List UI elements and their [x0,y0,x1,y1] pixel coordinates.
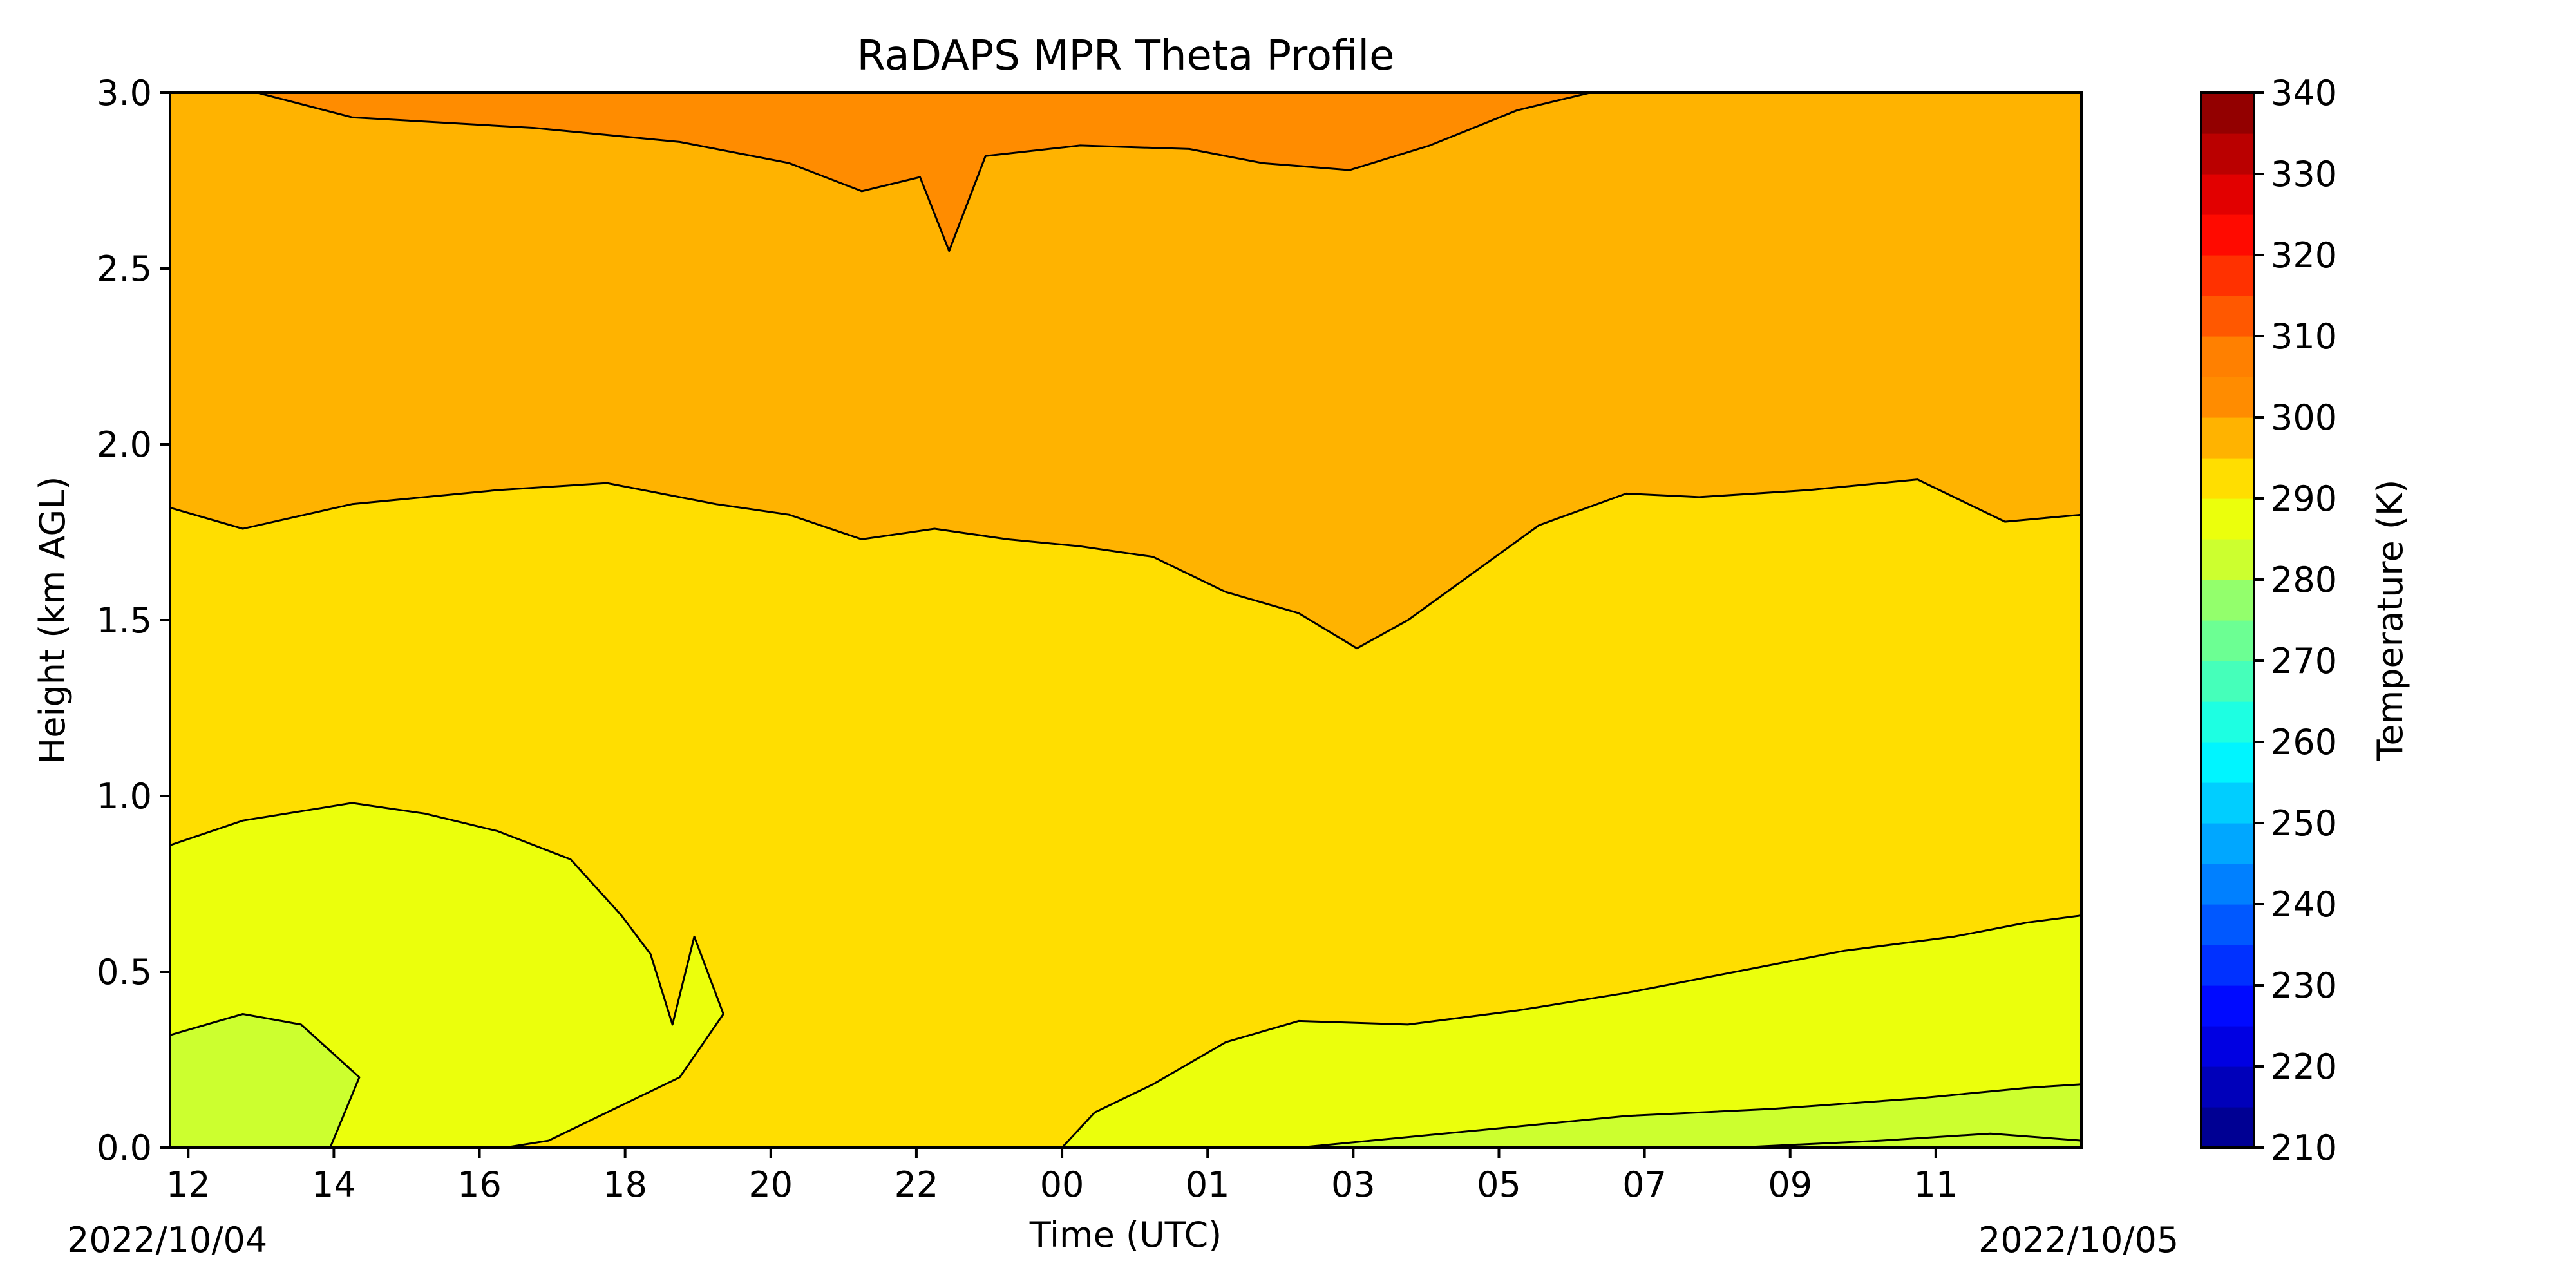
colorbar-tick-label: 300 [2271,397,2337,438]
colorbar-tick-label: 240 [2271,884,2337,925]
colorbar-segment [2201,580,2254,621]
y-tick-label: 0.0 [97,1128,152,1168]
start-date-label: 2022/10/04 [67,1220,267,1260]
y-axis-label: Height (km AGL) [32,477,73,764]
colorbar-segment [2201,661,2254,702]
x-tick-label: 09 [1768,1164,1812,1205]
colorbar-tick-label: 330 [2271,154,2337,194]
theta-contour-lines [170,93,2081,1148]
colorbar-tick-label: 220 [2271,1046,2337,1087]
contour-line-285-3 [170,1013,361,1148]
colorbar-segment [2201,296,2254,337]
colorbar-ticks: 210 220 230 240 250 260 270 280 290 300 310 320 330 3… [2254,73,2337,1168]
x-tick-label: 16 [457,1164,502,1205]
colorbar-tick-label: 310 [2271,316,2337,357]
colorbar-segment [2201,336,2254,377]
contour-line-305-0 [170,93,2081,252]
colorbar-tick-label: 230 [2271,965,2337,1006]
colorbar-segment [2201,864,2254,905]
colorbar-segment [2201,904,2254,945]
colorbar-segment [2201,823,2254,864]
colorbar-segment [2201,539,2254,580]
chart-title: RaDAPS MPR Theta Profile [857,32,1394,80]
colorbar-segment [2201,377,2254,418]
x-tick-label: 00 [1040,1164,1084,1205]
contour-line-290-2 [170,802,2081,1148]
x-tick-label: 01 [1186,1164,1230,1205]
colorbar-segment [2201,1066,2254,1108]
colorbar-tick-label: 280 [2271,560,2337,600]
theta-band-280-285-region-1 [1298,1084,2081,1148]
y-tick-label: 2.5 [97,249,152,289]
colorbar-tick-label: 340 [2271,73,2337,113]
y-tick-label: 3.0 [97,73,152,113]
colorbar [2201,93,2254,1148]
colorbar-segment [2201,214,2254,256]
x-tick-label: 12 [166,1164,211,1205]
colorbar-segment [2201,498,2254,540]
colorbar-segment [2201,133,2254,175]
colorbar-segment [2201,458,2254,499]
colorbar-tick-label: 210 [2271,1128,2337,1168]
x-tick-label: 14 [312,1164,356,1205]
y-axis-ticks: 0.0 0.5 1.0 1.5 2.0 2.5 3.0 [97,73,170,1168]
colorbar-segment [2201,701,2254,743]
colorbar-segment [2201,1026,2254,1067]
colorbar-tick-label: 250 [2271,803,2337,844]
theta-band-280-285-region-0 [170,1014,359,1148]
colorbar-tick-label: 270 [2271,641,2337,681]
colorbar-segment [2201,1107,2254,1148]
contour-line-280-5 [1735,1132,2081,1148]
end-date-label: 2022/10/05 [1978,1220,2179,1260]
x-axis-ticks: 12 14 16 18 20 22 00 01 03 05 07 09 11 [166,1148,1958,1205]
colorbar-segment [2201,782,2254,824]
colorbar-tick-label: 290 [2271,478,2337,519]
x-tick-label: 11 [1914,1164,1958,1205]
colorbar-segment [2201,417,2254,459]
colorbar-segment [2201,985,2254,1027]
x-tick-label: 03 [1331,1164,1376,1205]
y-tick-label: 2.0 [97,424,152,465]
x-tick-label: 22 [895,1164,939,1205]
contour-line-285-4 [1298,1083,2081,1148]
colorbar-frame [2200,91,2255,1149]
colorbar-segment [2201,93,2254,134]
colorbar-segment [2201,945,2254,986]
theta-filled-contours [170,93,2081,1148]
colorbar-tick-label: 260 [2271,722,2337,762]
x-tick-label: 05 [1477,1164,1521,1205]
colorbar-segment [2201,174,2254,215]
colorbar-segment [2201,620,2254,661]
colorbar-tick-label: 320 [2271,235,2337,276]
contour-line-300-1 [170,478,2081,650]
colorbar-segment [2201,255,2254,296]
x-tick-label: 20 [748,1164,793,1205]
theta-band-285-290 [170,802,2081,1148]
theta-band-300-305 [170,93,2081,251]
y-tick-label: 1.5 [97,600,152,641]
x-tick-label: 18 [603,1164,647,1205]
colorbar-segment [2201,742,2254,783]
x-tick-label: 07 [1622,1164,1667,1205]
x-axis-label: Time (UTC) [1029,1215,1222,1255]
y-tick-label: 1.0 [97,776,152,817]
y-tick-label: 0.5 [97,952,152,992]
colorbar-label: Temperature (K) [2370,480,2410,762]
